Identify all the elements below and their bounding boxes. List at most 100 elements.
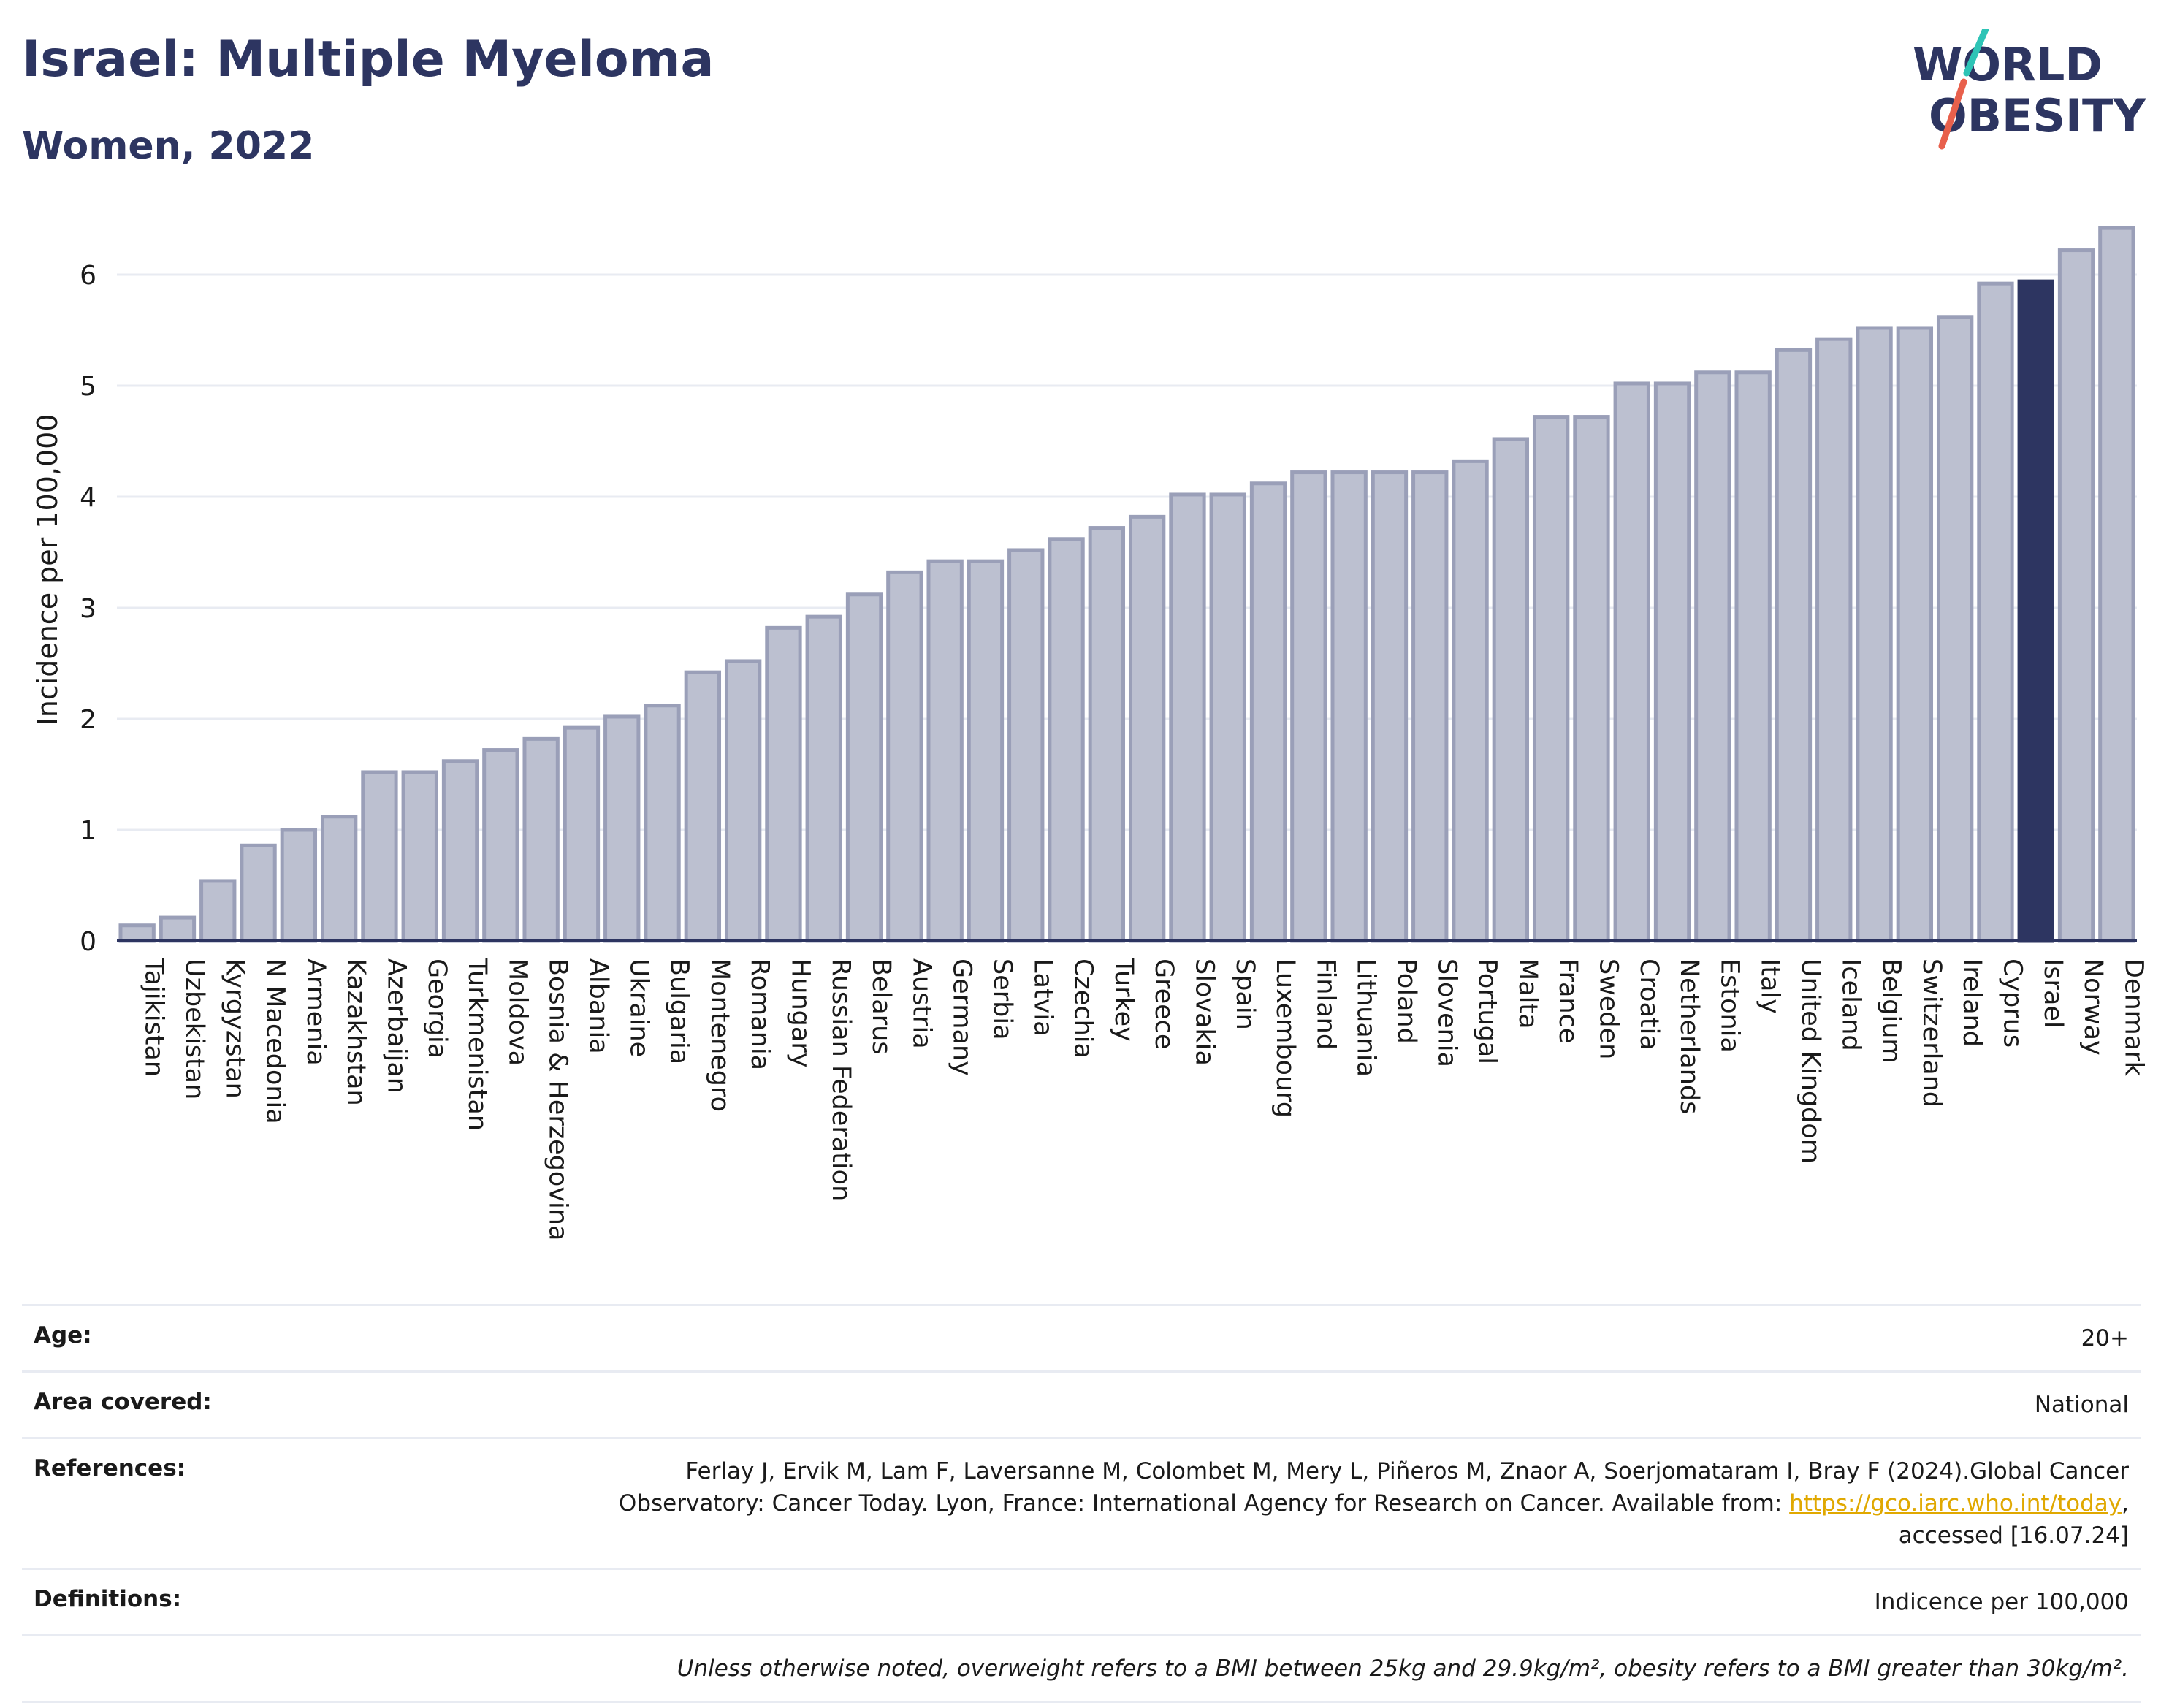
x-tick-label: Malta <box>1513 958 1542 1029</box>
bar-poland <box>1371 470 1409 943</box>
bar-croatia <box>1613 381 1650 943</box>
x-tick-label: Moldova <box>503 958 532 1066</box>
bar-romania <box>724 659 762 943</box>
bar-russian-federation <box>805 614 842 943</box>
references-row: References: Ferlay J, Ervik M, Lam F, La… <box>22 1437 2141 1569</box>
x-tick-label: Norway <box>2078 958 2108 1056</box>
x-tick-label: Serbia <box>988 958 1017 1040</box>
bar-tajikistan <box>118 923 156 943</box>
x-tick-label: Austria <box>907 958 936 1049</box>
bar-albania <box>563 725 601 943</box>
x-tick-label: United Kingdom <box>1796 958 1825 1164</box>
bar-kyrgyzstan <box>199 879 237 943</box>
x-tick-label: Ukraine <box>624 958 653 1057</box>
x-tick-label: Estonia <box>1715 958 1744 1053</box>
references-text-1: Ferlay J, Ervik M, Lam F, Laversanne M, … <box>685 1458 2129 1484</box>
x-tick-label: France <box>1553 958 1582 1043</box>
bar-iceland <box>1815 337 1853 943</box>
y-tick-label: 1 <box>80 816 96 846</box>
bar-belarus <box>845 592 883 943</box>
x-tick-label: Czechia <box>1069 958 1098 1059</box>
x-tick-label: Finland <box>1311 958 1340 1050</box>
bar-united-kingdom <box>1775 348 1813 943</box>
bar-estonia <box>1694 370 1731 943</box>
note-row: Unless otherwise noted, overweight refer… <box>22 1634 2141 1703</box>
bar-denmark <box>2098 226 2135 943</box>
x-tick-label: Bulgaria <box>665 958 694 1064</box>
logo-slash-top <box>1963 29 1989 77</box>
bar-malta <box>1492 437 1530 943</box>
x-tick-label: Germany <box>948 958 977 1076</box>
definitions-label: Definitions: <box>22 1568 352 1636</box>
y-axis-label: Incidence per 100,000 <box>31 413 64 725</box>
references-text-4: accessed [16.07.24] <box>1898 1522 2129 1549</box>
x-tick-label: Turkmenistan <box>462 958 492 1131</box>
x-tick-label: Romania <box>745 958 774 1070</box>
bar-armenia <box>280 828 318 943</box>
bar-ukraine <box>603 714 641 943</box>
bar-chart: 0 1 2 3 4 5 6 Tajikistan Uzbekistan Kyrgyzstan N … <box>31 226 2149 1240</box>
x-tick-label: Uzbekistan <box>180 958 209 1099</box>
y-tick-labels: 0 1 2 3 4 5 6 <box>80 261 96 957</box>
age-label: Age: <box>22 1304 352 1372</box>
x-tick-label: Sweden <box>1593 958 1623 1059</box>
y-tick-label: 2 <box>80 705 96 735</box>
x-tick-label: Italy <box>1756 958 1785 1014</box>
references-link[interactable]: https://gco.iarc.who.int/today <box>1789 1490 2122 1517</box>
definitions-row: Definitions: Indicence per 100,000 <box>22 1568 2141 1636</box>
x-tick-label: Belgium <box>1877 958 1906 1064</box>
bar-belgium <box>1856 326 1893 943</box>
bar-lithuania <box>1330 470 1368 943</box>
logo-line-1: WORLD <box>1913 38 2103 91</box>
x-tick-label: Kyrgyzstan <box>220 958 249 1099</box>
x-tick-label: Ireland <box>1957 958 1986 1047</box>
world-obesity-logo: WORLD OBESITY <box>1913 29 2146 150</box>
x-tick-label: Russian Federation <box>826 958 855 1201</box>
age-value: 20+ <box>352 1304 2141 1372</box>
bar-turkey <box>1088 526 1126 943</box>
y-tick-label: 4 <box>80 483 96 513</box>
references-label: References: <box>22 1437 352 1569</box>
bar-austria <box>886 570 923 943</box>
bar-switzerland <box>1896 326 1934 943</box>
bar-georgia <box>401 770 438 943</box>
x-tick-label: Netherlands <box>1674 958 1704 1114</box>
x-tick-label: Slovakia <box>1189 958 1219 1066</box>
bar-finland <box>1290 470 1327 943</box>
area-value: National <box>352 1370 2141 1438</box>
x-tick-label: Croatia <box>1634 958 1663 1051</box>
page-subtitle: Women, 2022 <box>22 124 315 168</box>
bar-montenegro <box>684 670 722 943</box>
bar-france <box>1532 415 1570 943</box>
y-tick-label: 5 <box>80 372 96 402</box>
x-tick-label: N Macedonia <box>261 958 290 1124</box>
x-tick-label: Belarus <box>866 958 896 1055</box>
area-row: Area covered: National <box>22 1370 2141 1438</box>
bar-hungary <box>765 625 802 943</box>
bar-moldova <box>482 748 519 943</box>
x-tick-labels: Tajikistan Uzbekistan Kyrgyzstan N Macedoni… <box>140 958 2149 1240</box>
bar-norway <box>2057 248 2095 943</box>
area-label: Area covered: <box>22 1370 352 1438</box>
bar-bosnia-herzegovina <box>522 736 560 943</box>
x-tick-label: Tajikistan <box>140 958 169 1077</box>
x-tick-label: Cyprus <box>1997 958 2027 1048</box>
references-text-3: , <box>2122 1490 2129 1517</box>
x-tick-label: Slovenia <box>1432 958 1461 1067</box>
bar-netherlands <box>1653 381 1691 943</box>
definitions-value: Indicence per 100,000 <box>352 1568 2141 1636</box>
bar-serbia <box>967 559 1005 943</box>
y-tick-label: 6 <box>80 261 96 291</box>
info-table: Age: 20+ Area covered: National Referenc… <box>22 1304 2141 1703</box>
x-tick-label: Montenegro <box>705 958 734 1112</box>
x-tick-label: Bosnia & Herzegovina <box>544 958 573 1240</box>
bar-latvia <box>1007 548 1045 943</box>
x-tick-label: Azerbaijan <box>381 958 411 1094</box>
references-value: Ferlay J, Ervik M, Lam F, Laversanne M, … <box>352 1437 2141 1569</box>
bar-greece <box>1128 514 1166 943</box>
bar-spain <box>1209 492 1246 943</box>
references-text-2: Observatory: Cancer Today. Lyon, France:… <box>618 1490 1790 1517</box>
bar-germany <box>926 559 964 943</box>
x-tick-label: Denmark <box>2119 958 2148 1077</box>
x-tick-label: Georgia <box>422 958 451 1059</box>
